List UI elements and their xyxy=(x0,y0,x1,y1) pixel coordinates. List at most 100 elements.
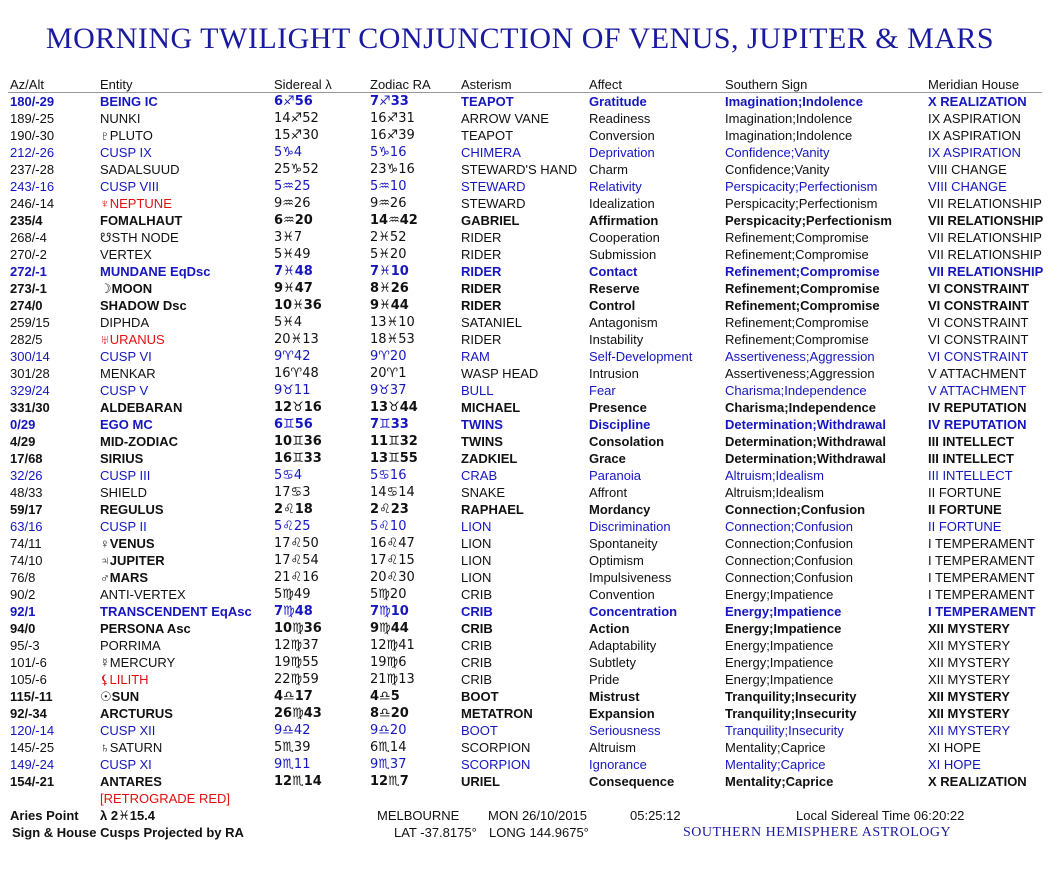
cell: GABRIEL xyxy=(461,213,520,228)
cell: 19♍6 xyxy=(370,655,407,670)
brand: SOUTHERN HEMISPHERE ASTROLOGY xyxy=(683,825,952,840)
cell: Energy;Impatience xyxy=(725,638,834,653)
cell: Impulsiveness xyxy=(589,570,672,585)
cell: 5♋4 xyxy=(274,468,303,483)
cell: I TEMPERAMENT xyxy=(928,536,1035,551)
cell: 9♈20 xyxy=(370,349,407,364)
column-header: Entity xyxy=(100,77,133,92)
cell: XI HOPE xyxy=(928,740,981,755)
cell: 26♍43 xyxy=(274,706,322,721)
cell: 189/-25 xyxy=(10,111,55,126)
cell: 16♊33 xyxy=(274,451,322,466)
cell: 154/-21 xyxy=(10,774,55,789)
cell: Consolation xyxy=(589,434,665,449)
cell: 5♑16 xyxy=(370,145,407,160)
cell: 5♍49 xyxy=(274,587,311,602)
cell: TWINS xyxy=(461,434,503,449)
cell: VII RELATIONSHIP xyxy=(928,230,1042,245)
cell: IV REPUTATION xyxy=(928,400,1027,415)
cell: 9♉37 xyxy=(370,383,407,398)
cell: Refinement;Compromise xyxy=(725,230,869,245)
cell: ♂MARS xyxy=(100,570,149,585)
cell: 2♓52 xyxy=(370,230,407,245)
cell: 9♏37 xyxy=(370,757,407,772)
cell: XII MYSTERY xyxy=(928,638,1011,653)
cell: Determination;Withdrawal xyxy=(725,451,886,466)
column-header: Southern Sign xyxy=(725,77,808,92)
cell: 331/30 xyxy=(10,400,50,415)
cell: 9♏11 xyxy=(274,757,311,772)
cell: MID-ZODIAC xyxy=(100,434,178,449)
cell: 180/-29 xyxy=(10,94,55,109)
cell: Mordancy xyxy=(589,502,651,517)
cell: SHIELD xyxy=(100,485,147,500)
cell: 14♐52 xyxy=(274,111,319,126)
cell: IX ASPIRATION xyxy=(928,128,1021,143)
cell: CRIB xyxy=(461,604,493,619)
cell: Instability xyxy=(589,332,644,347)
cell: 9♍44 xyxy=(370,621,409,636)
cell: 5♌25 xyxy=(274,519,311,534)
cell: Refinement;Compromise xyxy=(725,298,880,313)
cell: CUSP V xyxy=(100,383,149,398)
cell: 25♑52 xyxy=(274,162,319,177)
cell: WASP HEAD xyxy=(461,366,539,381)
cell: 14♒42 xyxy=(370,213,418,228)
longitude: LONG 144.9675° xyxy=(489,825,589,840)
cell: 10♊36 xyxy=(274,434,322,449)
cell: TEAPOT xyxy=(461,94,514,109)
cell: 92/-34 xyxy=(10,706,47,721)
cell: 212/-26 xyxy=(10,145,55,160)
cell: VII RELATIONSHIP xyxy=(928,196,1042,211)
cell: VII RELATIONSHIP xyxy=(928,247,1042,262)
cell: VI CONSTRAINT xyxy=(928,332,1029,347)
cell: 7♓48 xyxy=(274,264,313,279)
cell: MUNDANE EqDsc xyxy=(100,264,211,279)
cell: 48/33 xyxy=(10,485,43,500)
cell: XII MYSTERY xyxy=(928,655,1011,670)
cell: Consequence xyxy=(589,774,675,789)
cell: II FORTUNE xyxy=(928,502,1002,517)
cell: Refinement;Compromise xyxy=(725,281,880,296)
cell: XII MYSTERY xyxy=(928,706,1010,721)
cell: Convention xyxy=(589,587,655,602)
cell: 7♍10 xyxy=(370,604,409,619)
cell: 3♓7 xyxy=(274,230,303,245)
cell: Relativity xyxy=(589,179,642,194)
cell: 282/5 xyxy=(10,332,43,347)
cell: RIDER xyxy=(461,298,502,313)
cell: 149/-24 xyxy=(10,757,55,772)
cell: 5♓4 xyxy=(274,315,303,330)
cell: ☋STH NODE xyxy=(100,230,179,245)
cell: 74/10 xyxy=(10,553,43,568)
cell: 270/-2 xyxy=(10,247,47,262)
cell: Connection;Confusion xyxy=(725,519,853,534)
cell: 15♐30 xyxy=(274,128,319,143)
cell: CRIB xyxy=(461,655,493,670)
cell: Expansion xyxy=(589,706,655,721)
cell: Connection;Confusion xyxy=(725,570,853,585)
cell: III INTELLECT xyxy=(928,451,1014,466)
cell: XII MYSTERY xyxy=(928,621,1010,636)
cell: 10♓36 xyxy=(274,298,322,313)
aries-point-label: Aries Point xyxy=(10,808,79,823)
cell: 5♍20 xyxy=(370,587,407,602)
cell: Determination;Withdrawal xyxy=(725,434,886,449)
cell: 7♊33 xyxy=(370,417,409,432)
cell: 5♋16 xyxy=(370,468,407,483)
cell: 9♎42 xyxy=(274,723,311,738)
cell: 12♍41 xyxy=(370,638,415,653)
cell: STEWARD xyxy=(461,196,526,211)
cell: 18♓53 xyxy=(370,332,415,347)
cell: XII MYSTERY xyxy=(928,689,1010,704)
column-header: Zodiac RA xyxy=(370,77,431,92)
cell: 6♐56 xyxy=(274,94,313,109)
cell: 20♌30 xyxy=(370,570,415,585)
cell: 8♎20 xyxy=(370,706,409,721)
cell: 12♏7 xyxy=(370,774,409,789)
cell: III INTELLECT xyxy=(928,468,1013,483)
cell: Mentality;Caprice xyxy=(725,757,826,772)
cell: RIDER xyxy=(461,332,502,347)
cell: CRAB xyxy=(461,468,498,483)
cell: Readiness xyxy=(589,111,651,126)
